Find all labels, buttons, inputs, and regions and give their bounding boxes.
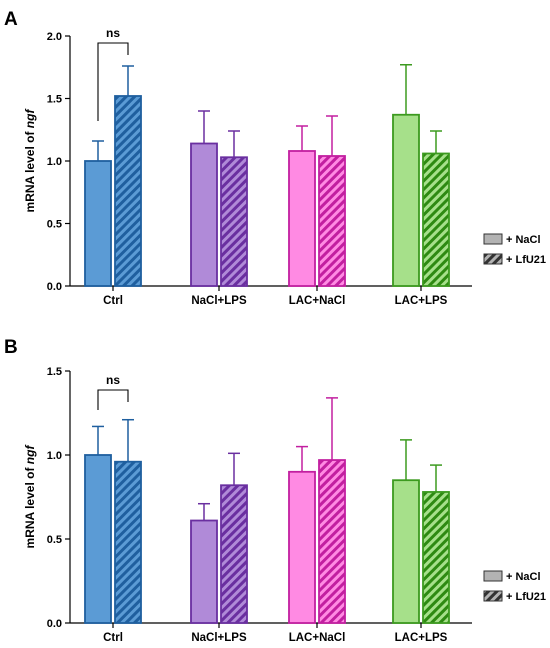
panel-a: A 0.0 0.5 1.0 1.5 2.0 mRNA level of ngf Ctrl Na…: [4, 9, 546, 307]
legend-swatch-lfu21: [483, 253, 503, 265]
bar-lac-nacl-lfu21: [318, 459, 346, 624]
y-tick-label: 1.0: [47, 156, 62, 168]
bar-nacl-lps-lfu21: [220, 156, 248, 287]
legend-label-nacl: + NaCl: [506, 234, 541, 246]
y-tick-label: 1.5: [47, 366, 62, 378]
y-tick-label: 0.5: [47, 219, 62, 231]
bar-nacl-lps-nacl: [190, 519, 218, 624]
bar-lac-nacl-lfu21: [318, 155, 346, 287]
bar-lac-nacl-nacl: [288, 470, 316, 624]
category-label-ctrl: Ctrl: [103, 632, 123, 644]
y-tick-label: 0.0: [47, 618, 62, 630]
y-tick-label: 0.5: [47, 534, 62, 546]
y-axis-label-a: mRNA level of ngf: [23, 109, 37, 213]
chart-b: 0.0 0.5 1.0 1.5 mRNA level of ngf Ctrl NaCl+LP…: [23, 366, 546, 644]
bar-ctrl-nacl: [84, 160, 112, 287]
bar-nacl-lps-nacl: [190, 142, 218, 287]
panel-letter-b: B: [4, 337, 18, 358]
bar-ctrl-lfu21: [114, 95, 142, 287]
category-label-nacl-lps: NaCl+LPS: [191, 295, 247, 307]
panel-letter-a: A: [4, 9, 18, 30]
significance-bracket: [97, 42, 129, 121]
panel-b: B 0.0 0.5 1.0 1.5 mRNA level of ngf Ctrl NaCl+…: [4, 337, 546, 644]
significance-label: ns: [106, 373, 120, 387]
legend-label-lfu21: + LfU21: [506, 254, 546, 266]
category-label-ctrl: Ctrl: [103, 295, 123, 307]
legend-swatch-lfu21: [483, 590, 503, 602]
bar-lac-nacl-nacl: [288, 150, 316, 287]
y-tick-label: 1.0: [47, 450, 62, 462]
y-axis-label-b: mRNA level of ngf: [23, 445, 37, 549]
category-label-nacl-lps: NaCl+LPS: [191, 632, 247, 644]
bar-lac-lps-lfu21: [422, 491, 450, 624]
legend-label-lfu21: + LfU21: [506, 591, 546, 603]
category-label-lac-lps: LAC+LPS: [395, 295, 448, 307]
y-tick-label: 2.0: [47, 31, 62, 43]
significance-bracket: [97, 389, 129, 410]
bar-nacl-lps-lfu21: [220, 484, 248, 624]
legend-label-nacl: + NaCl: [506, 571, 541, 583]
bar-lac-lps-lfu21: [422, 152, 450, 287]
bar-ctrl-lfu21: [114, 460, 142, 624]
legend-swatch-nacl: [483, 233, 503, 245]
y-tick-label: 1.5: [47, 94, 62, 106]
significance-label: ns: [106, 26, 120, 40]
category-label-lac-lps: LAC+LPS: [395, 632, 448, 644]
bar-lac-lps-nacl: [392, 479, 420, 624]
category-label-lac-nacl: LAC+NaCl: [289, 632, 346, 644]
category-label-lac-nacl: LAC+NaCl: [289, 295, 346, 307]
chart-a: 0.0 0.5 1.0 1.5 2.0 mRNA level of ngf Ctrl NaCl…: [23, 26, 546, 307]
bar-ctrl-nacl: [84, 454, 112, 624]
y-tick-label: 0.0: [47, 281, 62, 293]
legend-swatch-nacl: [483, 570, 503, 582]
bar-lac-lps-nacl: [392, 113, 420, 287]
